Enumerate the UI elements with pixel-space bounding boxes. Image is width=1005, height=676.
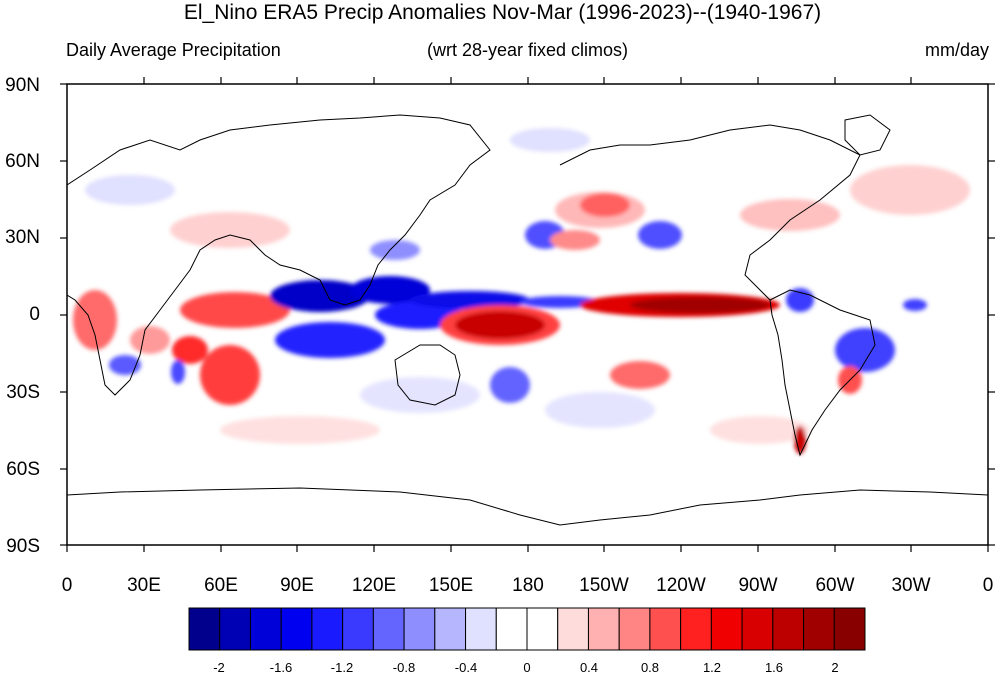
units-label: mm/day [924,40,989,60]
x-tick-label: 0 [982,575,994,596]
x-tick-label: 180 [512,575,544,596]
colorbar-swatch [249,607,282,651]
y-tick-label: 60N [5,151,40,172]
x-ticks [66,77,989,552]
x-tick-label: 60W [815,575,855,596]
x-tick-label: 30W [891,575,931,596]
colorbar-swatch [557,607,589,651]
colorbar [188,607,866,651]
x-tick-label: 60E [204,575,238,596]
y-ticks [60,83,995,546]
colorbar-label: -2 [213,660,225,675]
colorbar-swatch [680,607,712,651]
y-tick-label: 90N [5,75,40,96]
colorbar-label: 1.6 [764,660,784,675]
colorbar-swatch [465,607,497,651]
colorbar-label: -1.2 [330,660,354,675]
x-tick-label: 120W [656,575,706,596]
colorbar-label: 2 [831,660,839,675]
coastlines [67,114,988,526]
colorbar-swatch [188,607,221,651]
colorbar-swatch [803,607,835,651]
colorbar-swatch [833,607,866,651]
colorbar-label: 1.2 [702,660,722,675]
plot-title: El_Nino ERA5 Precip Anomalies Nov-Mar (1… [183,1,822,24]
colorbar-label: 0 [523,660,531,675]
x-tick-label: 0 [61,575,73,596]
x-tick-label: 30E [127,575,161,596]
y-tick-label: 60S [6,459,40,480]
y-tick-label: 30S [6,382,40,403]
y-tick-label: 90S [6,536,40,557]
colorbar-swatch [342,607,374,651]
colorbar-swatch [587,607,620,651]
x-tick-label: 90W [738,575,778,596]
colorbar-swatch [618,607,651,651]
colorbar-swatch [219,607,251,651]
x-tick-label: 150E [428,575,474,596]
colorbar-swatch [495,607,528,651]
anomaly-field [73,128,970,454]
y-tick-label: 0 [29,304,40,325]
colorbar-swatch [710,607,743,651]
x-tick-label: 120E [351,575,397,596]
colorbar-swatch [280,607,313,651]
colorbar-swatch [741,607,774,651]
reference-label: (wrt 28-year fixed climos) [426,40,629,60]
x-tick-label: 90E [280,575,314,596]
colorbar-swatch [311,607,344,651]
colorbar-swatch [403,607,436,651]
colorbar-label: 0.8 [640,660,660,675]
colorbar-swatch [772,607,805,651]
colorbar-label: 0.4 [579,660,599,675]
x-tick-label: 150W [579,575,629,596]
colorbar-swatch [649,607,682,651]
y-tick-label: 30N [5,227,40,248]
colorbar-label: -1.6 [269,660,293,675]
colorbar-swatch [526,607,559,651]
colorbar-swatch [434,607,467,651]
colorbar-label: -0.8 [392,660,416,675]
colorbar-swatch [372,607,405,651]
variable-label: Daily Average Precipitation [66,40,281,60]
colorbar-label: -0.4 [454,660,478,675]
